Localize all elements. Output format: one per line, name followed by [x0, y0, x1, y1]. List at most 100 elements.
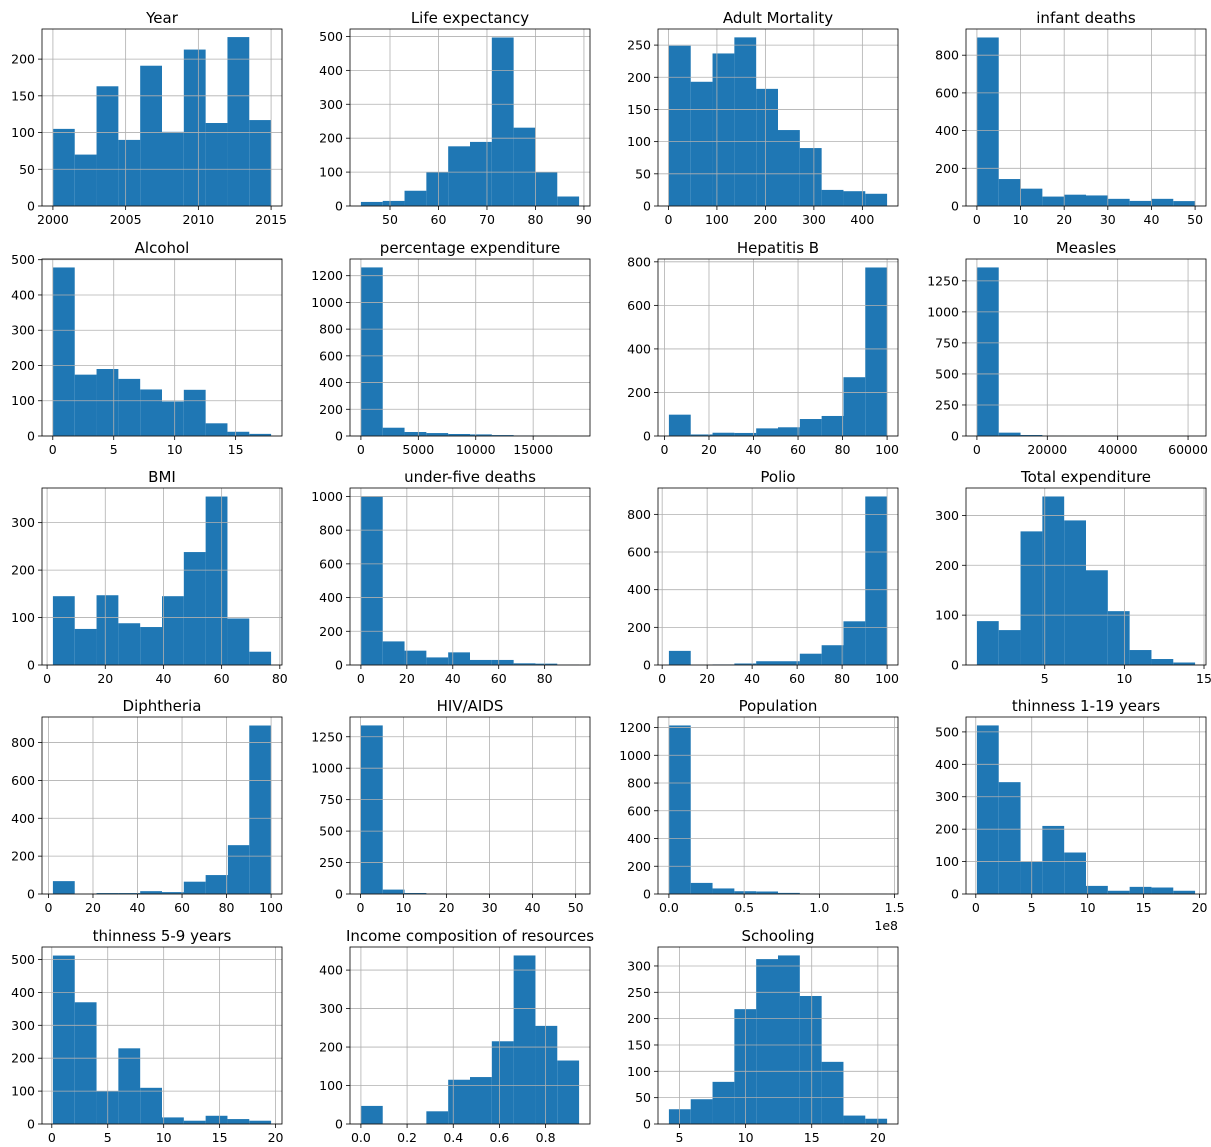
x-tick-label: 5 — [676, 1130, 684, 1145]
histogram-bar — [426, 433, 449, 436]
y-tick-label: 600 — [935, 85, 959, 100]
y-tick-label: 1200 — [311, 268, 343, 283]
histogram-bar — [1042, 825, 1065, 894]
x-tick-label: 40 — [156, 671, 172, 686]
y-tick-label: 500 — [11, 252, 35, 267]
y-tick-label: 750 — [319, 792, 343, 807]
x-tick-label: 80 — [537, 671, 553, 686]
y-tick-label: 100 — [935, 854, 959, 869]
histogram-bar — [404, 892, 427, 894]
histogram-bar — [976, 267, 999, 436]
chart-title: BMI — [148, 468, 176, 486]
y-tick-label: 200 — [319, 1040, 343, 1055]
y-tick-label: 100 — [319, 165, 343, 180]
x-tick-label: 0.2 — [397, 1130, 417, 1145]
chart-title: percentage expenditure — [380, 239, 560, 257]
x-tick-label: 80 — [528, 212, 544, 227]
x-tick-label: 5000 — [402, 442, 434, 457]
histogram-bar — [96, 893, 119, 894]
y-tick-label: 300 — [935, 508, 959, 523]
histogram-bar — [118, 139, 141, 206]
histogram-bar — [382, 427, 405, 436]
chart-title: Polio — [760, 468, 795, 486]
histogram-bar — [1086, 885, 1108, 894]
x-tick-label: 1.0 — [809, 900, 829, 915]
histogram-bar — [756, 88, 778, 206]
y-tick-label: 1250 — [311, 729, 343, 744]
x-tick-label: 40 — [1144, 212, 1160, 227]
histogram-bar — [1173, 890, 1196, 894]
y-tick-label: 1000 — [311, 295, 343, 310]
histogram-bar — [52, 955, 75, 1124]
histogram-bar — [668, 650, 691, 665]
histogram-bar — [998, 179, 1021, 206]
y-tick-label: 100 — [627, 1064, 651, 1079]
histogram-bar — [96, 86, 119, 206]
x-tick-label: 60 — [214, 671, 230, 686]
y-tick-label: 200 — [11, 563, 35, 578]
chart-title: Alcohol — [135, 239, 190, 257]
histogram-bar — [360, 1105, 383, 1124]
chart-title: Schooling — [742, 927, 815, 945]
histogram-bar — [1129, 200, 1152, 206]
x-tick-label: 0 — [357, 671, 365, 686]
y-tick-label: 100 — [627, 134, 651, 149]
x-tick-label: 20 — [85, 900, 101, 915]
x-tick-label: 40000 — [1098, 442, 1138, 457]
histogram-bar — [799, 995, 822, 1124]
x-tick-label: 20 — [1056, 212, 1072, 227]
chart-title: Life expectancy — [411, 9, 529, 27]
x-tick-label: 30 — [1100, 212, 1116, 227]
histogram-bar — [470, 659, 492, 665]
histogram-bar — [96, 595, 119, 665]
y-tick-label: 0 — [27, 887, 35, 902]
y-tick-label: 100 — [11, 1084, 35, 1099]
chart-title: Population — [739, 697, 818, 715]
y-tick-label: 150 — [11, 88, 35, 103]
axes-frame — [41, 946, 283, 1125]
histogram-bar — [668, 45, 691, 207]
histogram-bar — [778, 427, 800, 436]
axes-frame — [965, 487, 1207, 666]
x-tick-label: 0.4 — [443, 1130, 463, 1145]
axes-frame — [349, 258, 591, 437]
histogram-bar — [865, 496, 888, 665]
y-tick-label: 100 — [935, 608, 959, 623]
y-tick-label: 300 — [11, 515, 35, 530]
histogram-bar — [491, 1041, 514, 1124]
histogram-panel: 0.0 0.2 0.4 0.6 0.8 0 100 200 300 400 Income compo… — [319, 927, 594, 1145]
y-tick-label: 1000 — [311, 761, 343, 776]
histogram-bar — [712, 432, 735, 436]
histogram-bar — [448, 146, 470, 206]
x-tick-label: 2015 — [255, 212, 287, 227]
histogram-bar — [448, 433, 470, 436]
y-tick-label: 800 — [319, 523, 343, 538]
x-tick-label: 80 — [219, 900, 235, 915]
histogram-bar — [96, 369, 119, 436]
histogram-bar — [1020, 435, 1043, 436]
histogram-bar — [513, 663, 536, 665]
histogram-panel: 50 60 70 80 90 0 100 200 300 400 500 Life expectanc… — [319, 9, 592, 227]
x-tick-label: 200 — [753, 212, 777, 227]
chart-title: Year — [145, 9, 179, 27]
x-tick-label: 0 — [44, 900, 52, 915]
axes-frame — [41, 28, 283, 207]
axes-frame — [657, 258, 899, 437]
x-tick-label: 90 — [576, 212, 592, 227]
histogram-bar — [140, 65, 162, 207]
x-tick-label: 15 — [1196, 671, 1211, 686]
histogram-bar — [183, 881, 206, 894]
y-tick-label: 300 — [627, 958, 651, 973]
histogram-bar — [205, 875, 228, 894]
histogram-bar — [1020, 531, 1043, 665]
histogram-bar — [491, 659, 514, 665]
x-tick-label: 2000 — [37, 212, 69, 227]
y-tick-label: 200 — [11, 849, 35, 864]
histogram-bar — [976, 621, 999, 665]
axes-frame — [349, 28, 591, 207]
y-tick-label: 400 — [319, 375, 343, 390]
axes-frame — [349, 946, 591, 1125]
histogram-panel: 0 5000 10000 15000 0 200 400 600 800 1000 1200 perc… — [311, 239, 591, 457]
y-tick-label: 0 — [643, 199, 651, 214]
y-tick-label: 800 — [319, 322, 343, 337]
